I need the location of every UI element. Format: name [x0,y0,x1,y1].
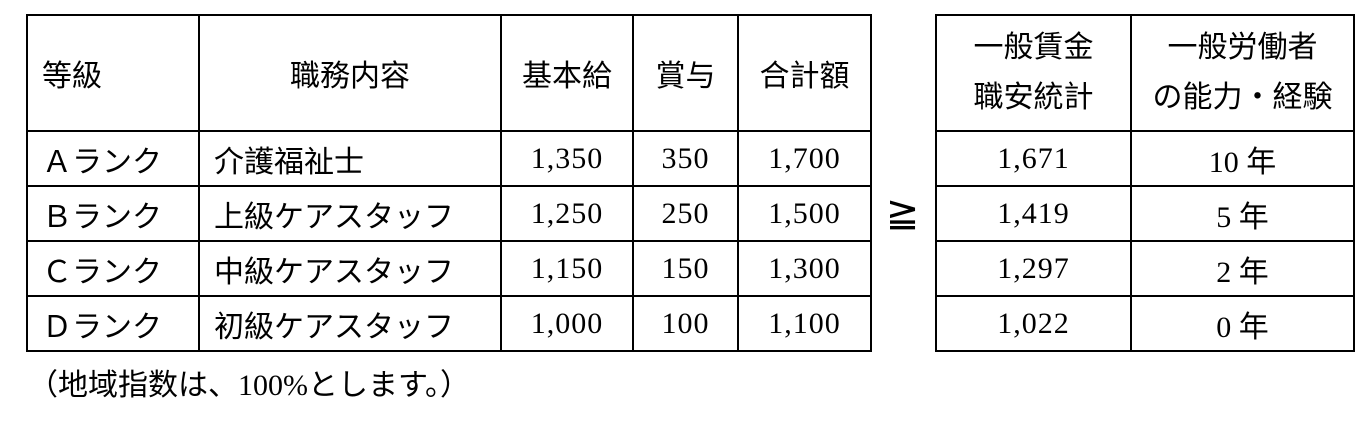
grade-cell: Ｂランク [26,185,200,242]
bonus-cell: 100 [632,295,739,352]
base-salary-cell: 1,150 [500,240,634,297]
bonus-cell: 350 [632,130,739,187]
general-wage-cell: 1,022 [935,295,1132,352]
job-column-header: 職務内容 [198,14,502,132]
experience-cell: 0 年 [1130,295,1355,352]
table-row: 1,297 2 年 [935,240,1355,297]
table-row-rank-c: Ｃランク 中級ケアスタッフ 1,150 150 1,300 [26,240,872,297]
experience-header-line2: の能力・経験 [1152,81,1333,114]
bonus-cell: 250 [632,185,739,242]
total-cell: 1,500 [737,185,872,242]
total-column-header: 合計額 [737,14,872,132]
grade-cell: Ｃランク [26,240,200,297]
table-row: 1,419 5 年 [935,185,1355,242]
experience-cell: 5 年 [1130,185,1355,242]
job-cell: 上級ケアスタッフ [198,185,502,242]
experience-cell: 2 年 [1130,240,1355,297]
grade-cell: Ａランク [26,130,200,187]
table-row: 1,022 0 年 [935,295,1355,352]
job-cell: 中級ケアスタッフ [198,240,502,297]
base-salary-cell: 1,350 [500,130,634,187]
grade-cell: Ｄランク [26,295,200,352]
total-cell: 1,700 [737,130,872,187]
experience-column-header: 一般労働者 の能力・経験 [1130,14,1355,132]
general-wage-column-header: 一般賃金 職安統計 [935,14,1132,132]
table-row-rank-d: Ｄランク 初級ケアスタッフ 1,000 100 1,100 [26,295,872,352]
general-wage-header-row: 一般賃金 職安統計 一般労働者 の能力・経験 [935,14,1355,132]
general-wage-table: 一般賃金 職安統計 一般労働者 の能力・経験 1,671 10 年 1,419 … [935,14,1355,352]
general-wage-cell: 1,419 [935,185,1132,242]
job-cell: 介護福祉士 [198,130,502,187]
total-cell: 1,100 [737,295,872,352]
experience-cell: 10 年 [1130,130,1355,187]
table-row-rank-b: Ｂランク 上級ケアスタッフ 1,250 250 1,500 [26,185,872,242]
pay-grade-table: 等級 職務内容 基本給 賞与 合計額 Ａランク 介護福祉士 1,350 350 … [26,14,872,352]
job-cell: 初級ケアスタッフ [198,295,502,352]
general-wage-cell: 1,671 [935,130,1132,187]
base-salary-cell: 1,250 [500,185,634,242]
table-row-rank-a: Ａランク 介護福祉士 1,350 350 1,700 [26,130,872,187]
pay-table-header-row: 等級 職務内容 基本給 賞与 合計額 [26,14,872,132]
footnote: （地域指数は、100%とします。） [28,369,470,402]
bonus-column-header: 賞与 [632,14,739,132]
general-wage-cell: 1,297 [935,240,1132,297]
base-salary-cell: 1,000 [500,295,634,352]
bonus-cell: 150 [632,240,739,297]
base-salary-column-header: 基本給 [500,14,634,132]
table-row: 1,671 10 年 [935,130,1355,187]
general-wage-header-line2: 職安統計 [973,81,1094,114]
general-wage-header-line1: 一般賃金 [973,31,1094,64]
experience-header-line1: 一般労働者 [1167,31,1318,64]
grade-column-header: 等級 [26,14,200,132]
greater-equal-symbol: ≧ [885,190,920,235]
total-cell: 1,300 [737,240,872,297]
